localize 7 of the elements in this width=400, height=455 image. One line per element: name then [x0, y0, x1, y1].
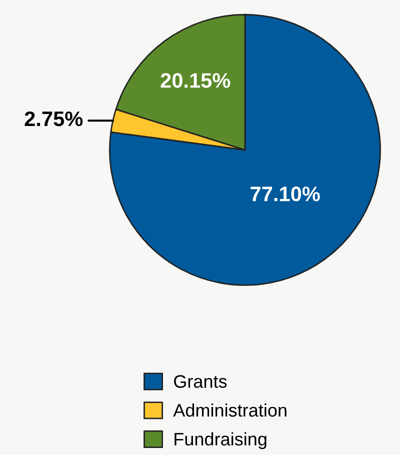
data-label: 20.15%: [160, 73, 230, 88]
data-label: 2.75%: [24, 111, 83, 126]
pie-slice: [109, 14, 381, 286]
legend-label: Administration: [173, 403, 286, 417]
legend-label: Grants: [174, 375, 227, 388]
data-label: 77.10%: [250, 186, 320, 202]
legend-label: Fundraising: [174, 432, 266, 450]
